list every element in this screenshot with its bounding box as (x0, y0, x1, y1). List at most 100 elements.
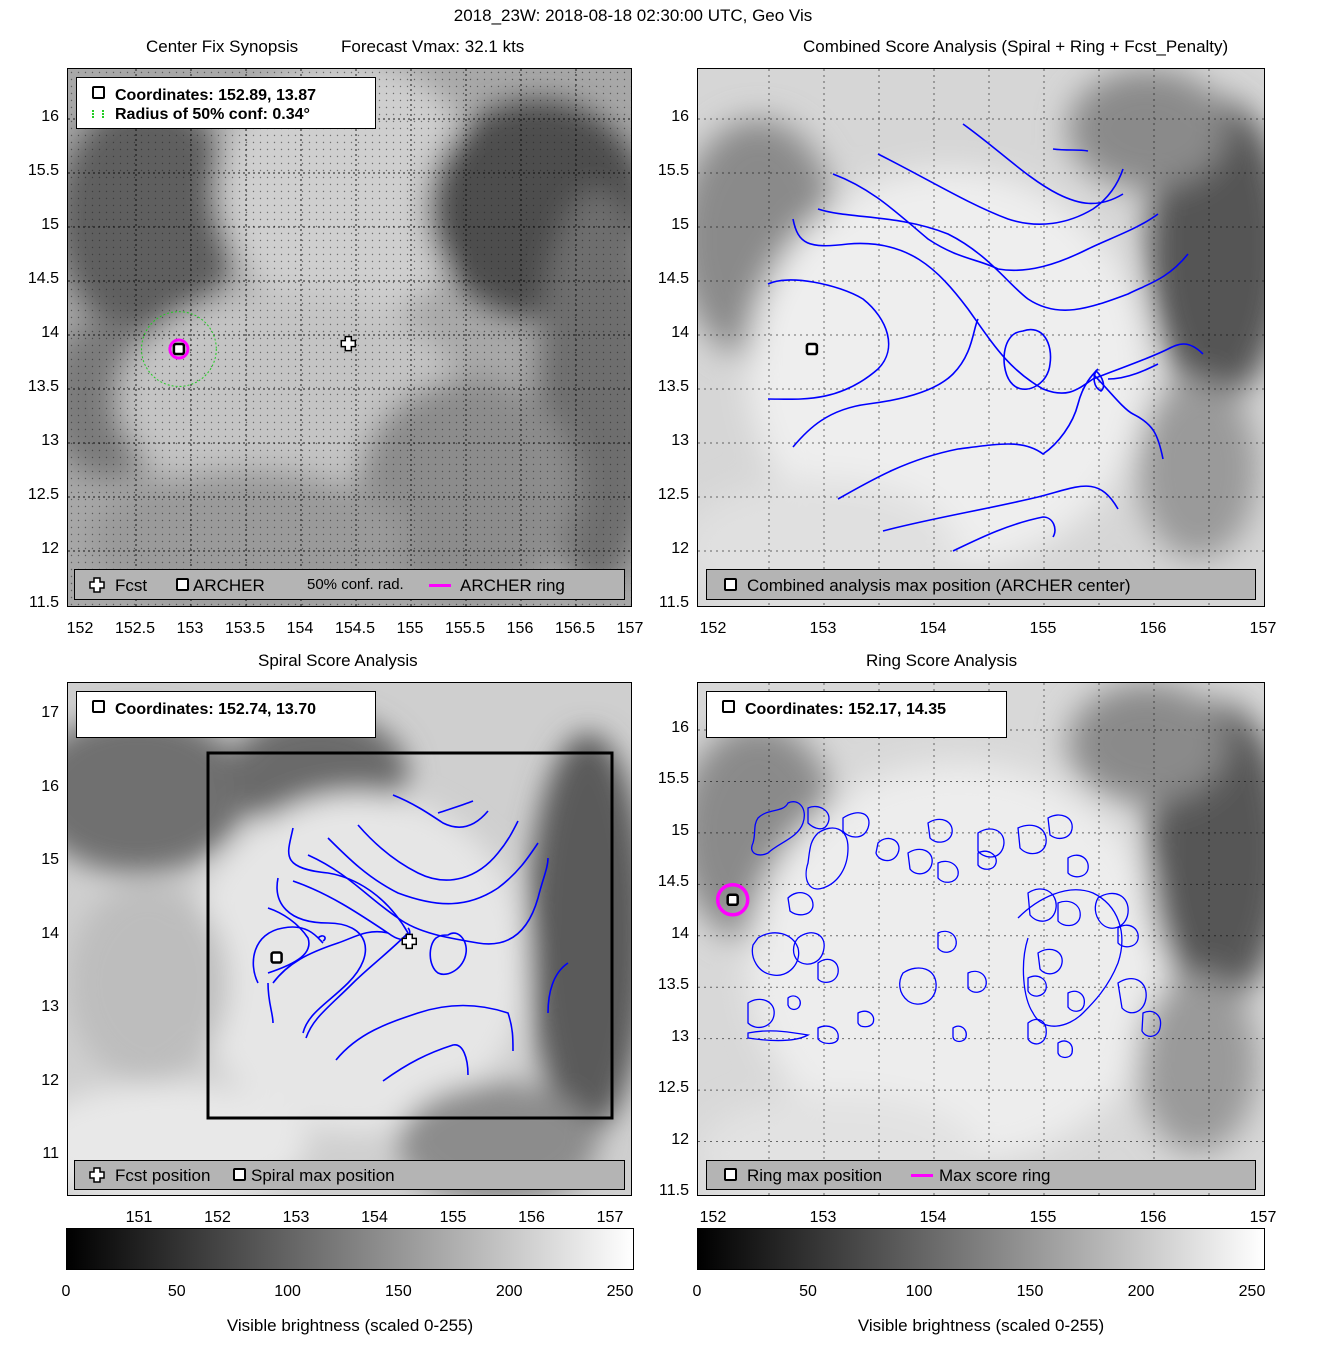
spiral-search-box (206, 751, 614, 1120)
x-tick-label: 155 (1029, 620, 1057, 637)
confidence-legend-icon (92, 110, 104, 118)
x-tick-label: 156 (1139, 1209, 1167, 1226)
ring-info-icon (722, 700, 735, 713)
x-tick-label: 200 (1127, 1283, 1155, 1300)
colorbar-right-label: Visible brightness (scaled 0-255) (857, 1316, 1105, 1335)
x-tick-label: 153.5 (224, 620, 266, 637)
x-tick-label: 157 (596, 1209, 624, 1226)
x-tick-label: 154 (361, 1209, 388, 1226)
ring-legend: Ring max position Max score ring (706, 1160, 1256, 1190)
x-tick-label: 100 (905, 1283, 933, 1300)
synopsis-map[interactable]: Coordinates: 152.89, 13.87 Radius of 50%… (67, 68, 632, 607)
ring-legend-line-icon (911, 1174, 933, 1177)
ring-line-icon (429, 584, 451, 587)
synopsis-radius: Radius of 50% conf: 0.34° (115, 106, 310, 123)
spiral-legend-fcst: Fcst position (115, 1166, 211, 1185)
ring-title: Ring Score Analysis (866, 651, 1018, 670)
combined-legend: Combined analysis max position (ARCHER c… (706, 569, 1256, 600)
synopsis-coords: Coordinates: 152.89, 13.87 (115, 87, 316, 104)
combined-contours (767, 123, 1204, 552)
x-tick-label: 154 (286, 620, 314, 637)
y-tick-label: 13 (41, 998, 59, 1015)
y-tick-label: 13.5 (657, 378, 689, 395)
x-tick-label: 152 (699, 620, 727, 637)
x-tick-label: 155 (1029, 1209, 1057, 1226)
x-tick-label: 156 (1139, 620, 1167, 637)
x-tick-label: 150 (385, 1283, 412, 1300)
legend-ring-label: ARCHER ring (460, 576, 565, 595)
y-tick-label: 14 (41, 924, 59, 942)
y-tick-label: 13 (41, 432, 59, 449)
y-tick-label: 11.5 (659, 1182, 689, 1199)
x-tick-label: 154.5 (334, 620, 376, 637)
forecast-cross-icon (89, 577, 105, 593)
synopsis-legend: Fcst ARCHER 50% conf. rad. ARCHER ring (74, 569, 625, 600)
synopsis-info-box: Coordinates: 152.89, 13.87 Radius of 50%… (76, 77, 376, 129)
colorbar-left (66, 1228, 634, 1270)
ring-center-marker (726, 893, 739, 907)
y-tick-label: 13 (671, 1027, 689, 1045)
archer-ring (168, 338, 190, 360)
y-tick-label: 14 (671, 924, 689, 942)
ring-map[interactable]: Coordinates: 152.17, 14.35 Ring max posi… (697, 682, 1265, 1196)
ring-legend-max: Ring max position (747, 1166, 883, 1185)
x-tick-label: 155.5 (444, 620, 486, 637)
x-tick-label: 200 (495, 1283, 523, 1300)
y-tick-label: 12 (41, 540, 59, 557)
y-tick-label: 16 (671, 108, 689, 125)
y-tick-label: 11.5 (29, 594, 59, 611)
y-tick-label: 15 (671, 216, 689, 233)
y-tick-label: 14.5 (657, 270, 689, 287)
ring-max-icon (724, 1168, 737, 1181)
combined-center-marker (805, 342, 819, 356)
combined-square-icon (724, 578, 737, 591)
spiral-map[interactable]: Coordinates: 152.74, 13.70 Fcst position… (67, 682, 632, 1196)
x-tick-label: 153 (809, 1209, 837, 1226)
combined-legend-label: Combined analysis max position (ARCHER c… (747, 576, 1131, 595)
y-tick-label: 16 (41, 108, 59, 125)
spiral-legend: Fcst position Spiral max position (74, 1160, 625, 1190)
spiral-legend-max: Spiral max position (251, 1166, 395, 1185)
x-tick-label: 250 (606, 1283, 634, 1300)
spiral-contours (252, 794, 569, 1082)
x-tick-label: 153 (176, 620, 204, 637)
spiral-info-icon (92, 700, 105, 713)
colorbar-right (697, 1228, 1265, 1270)
y-tick-label: 12 (671, 540, 689, 557)
y-tick-label: 14.5 (657, 873, 689, 891)
spiral-forecast-marker (401, 933, 418, 950)
combined-title: Combined Score Analysis (Spiral + Ring +… (803, 37, 1229, 56)
x-tick-label: 0 (692, 1283, 702, 1300)
y-tick-label: 12 (671, 1130, 689, 1148)
archer-square-icon (176, 578, 189, 591)
synopsis-title: Center Fix Synopsis (146, 37, 299, 56)
x-tick-label: 153 (809, 620, 837, 637)
ring-contours (747, 801, 1162, 1059)
x-tick-label: 0 (61, 1283, 71, 1300)
x-tick-label: 157 (616, 620, 644, 637)
x-tick-label: 50 (167, 1283, 186, 1300)
archer-center-marker (172, 342, 186, 356)
y-tick-label: 12.5 (27, 486, 59, 503)
y-tick-label: 16 (41, 777, 59, 795)
x-tick-label: 155 (439, 1209, 467, 1226)
y-tick-label: 15.5 (27, 162, 59, 179)
synopsis-satellite-image (68, 69, 631, 606)
x-tick-label: 152 (66, 620, 94, 637)
synopsis-subtitle: Forecast Vmax: 32.1 kts (341, 37, 525, 56)
spiral-coords: Coordinates: 152.74, 13.70 (115, 701, 316, 718)
ring-satellite-image (698, 683, 1264, 1195)
ring-info-box: Coordinates: 152.17, 14.35 (706, 691, 1007, 738)
combined-map[interactable]: Combined analysis max position (ARCHER c… (697, 68, 1265, 607)
y-tick-label: 13.5 (27, 378, 59, 395)
y-tick-label: 17 (41, 704, 59, 721)
forecast-marker (340, 335, 357, 352)
ring-coords: Coordinates: 152.17, 14.35 (745, 701, 946, 718)
y-tick-label: 14 (671, 324, 689, 341)
x-tick-label: 50 (799, 1283, 817, 1300)
y-tick-label: 15 (671, 821, 689, 839)
x-tick-label: 100 (274, 1283, 301, 1300)
spiral-center-marker (270, 951, 283, 964)
spiral-info-box: Coordinates: 152.74, 13.70 (76, 691, 376, 738)
x-tick-label: 250 (1238, 1283, 1266, 1300)
